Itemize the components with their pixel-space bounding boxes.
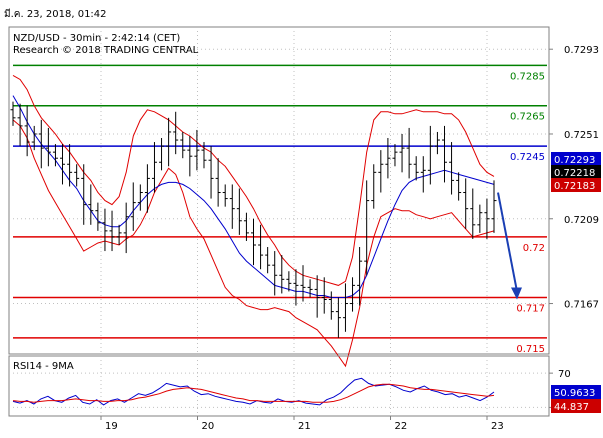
forecast-arrow [497,192,522,300]
price-tag-label: 0.72293 [554,155,595,166]
price-tag-label: 0.72183 [554,181,595,192]
rsi-lines [12,377,495,406]
forecast-arrow-head [511,287,522,300]
timestamp-label: มี.ค. 23, 2018, 01:42 [4,8,107,20]
price-tags: 0.72293 0.72218 0.72183 50.9633 44.837 [551,152,601,413]
price-bars [10,101,497,338]
level-lines [13,64,547,339]
level-label: 0.72 [523,243,545,254]
level-label: 0.7245 [510,152,545,163]
price-grid [9,27,549,354]
level-label: 0.715 [516,344,545,355]
y-tick-label: 0.7293 [564,45,599,56]
x-tick-label: 21 [298,421,311,432]
forecast-arrow-shaft [497,192,518,292]
price-tag-label: 0.72218 [554,168,595,179]
level-label: 0.717 [516,303,545,314]
rsi-panel: RSI14 - 9MA [8,355,550,417]
level-labels: 0.7285 0.7265 0.7245 0.72 0.717 0.715 [510,71,545,355]
y-tick-label: 0.7209 [564,215,599,226]
rsi_ma-line [12,383,495,403]
x-tick-label: 22 [395,421,408,432]
price-tag-box [551,152,601,166]
price-tag-box [551,178,601,192]
bollinger_lower-line [12,119,495,368]
moving_average-line [12,95,495,298]
rsi-tick-label: 70 [558,369,571,380]
x-tick-label: 23 [491,421,504,432]
chart-subtitle: Research © 2018 TRADING CENTRAL [13,45,199,56]
price-panel: 0.7285 0.7265 0.7245 0.72 0.717 0.715 NZD/USD… [8,26,550,368]
rsi-panel-frame [8,355,550,417]
rsi-line [12,377,495,406]
price-tag-box [551,165,601,179]
level-label: 0.7285 [510,71,545,82]
rsi-title: RSI14 - 9MA [13,361,74,372]
chart-title: NZD/USD - 30min - 2:42:14 (CET) [13,33,180,44]
rsi-tag-box [551,385,601,399]
rsi-tag-label: 44.837 [554,402,589,413]
rsi-tag-label: 50.9633 [554,388,595,399]
indicator-lines [12,74,495,368]
x-tick-label: 20 [202,421,215,432]
x-axis: 19 20 21 22 23 [100,416,504,432]
y-tick-label: 0.7251 [564,130,599,141]
price-panel-frame [8,26,550,355]
bollinger_upper-line [12,74,495,286]
x-tick-label: 19 [105,421,118,432]
y-tick-label: 0.7167 [564,300,599,311]
rsi-tag-box [551,399,601,413]
level-label: 0.7265 [510,112,545,123]
